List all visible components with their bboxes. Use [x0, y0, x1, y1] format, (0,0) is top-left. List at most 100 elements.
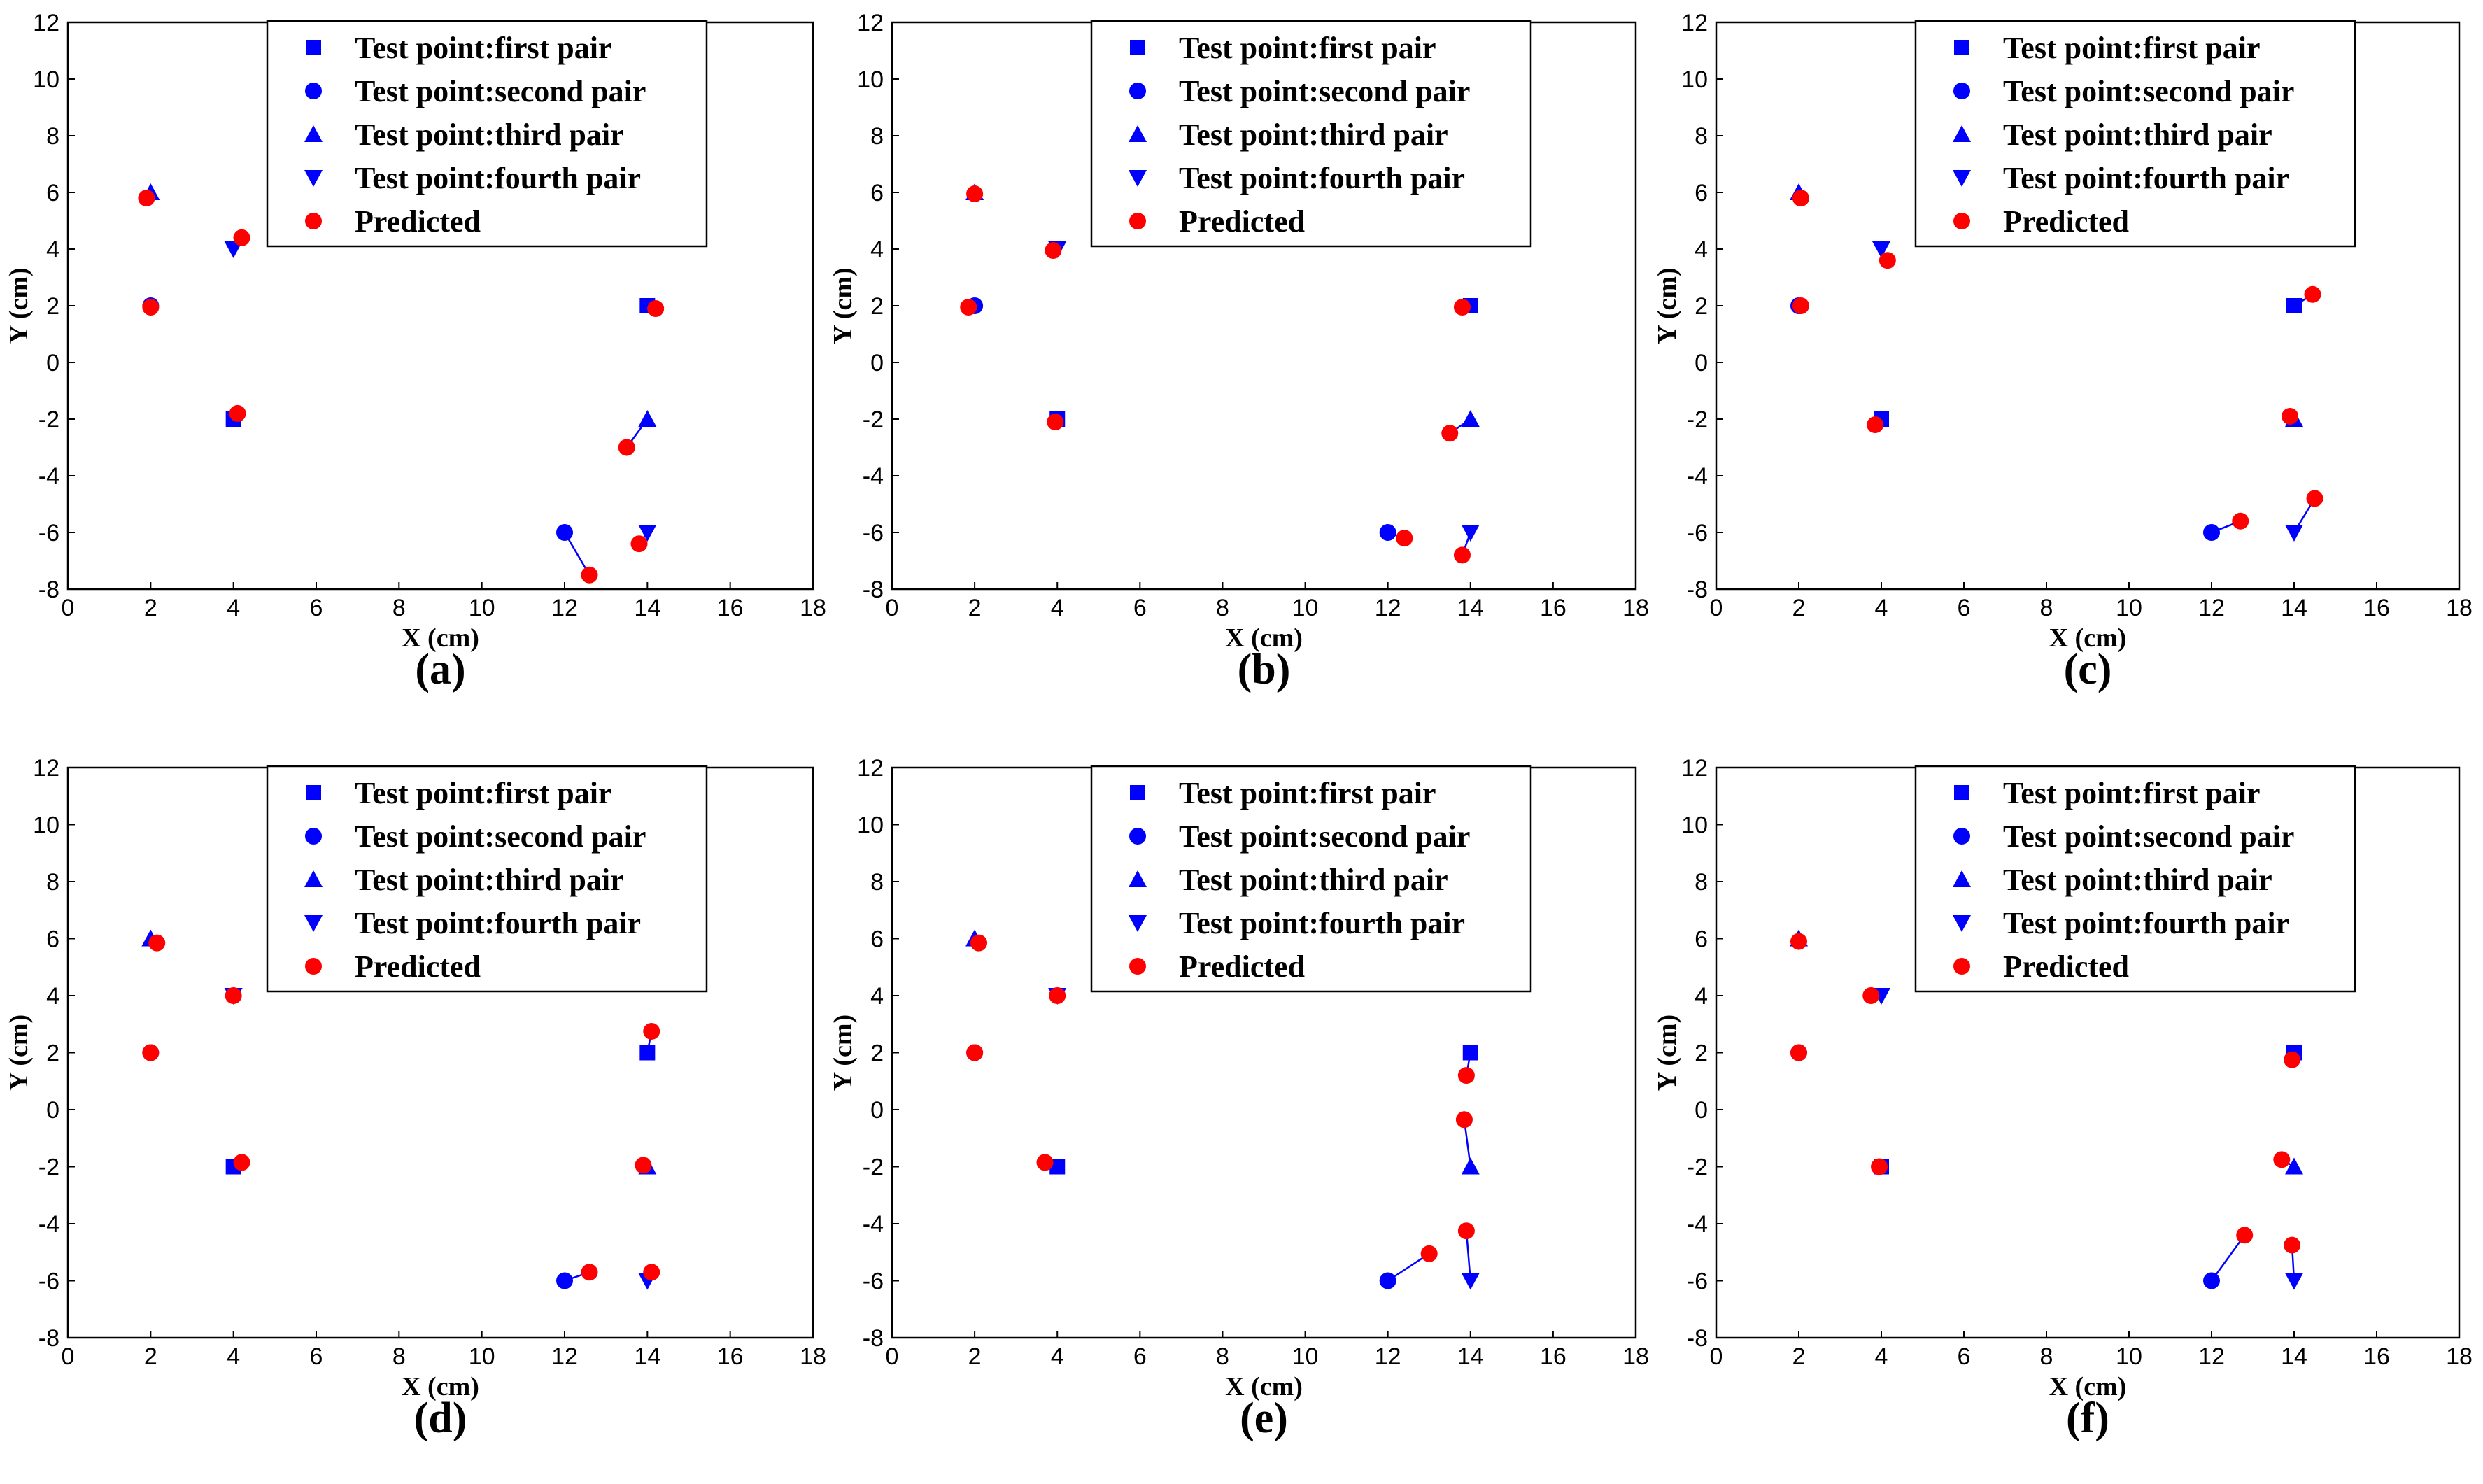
x-tick-label: 16 — [717, 595, 744, 621]
y-tick-label: -4 — [863, 463, 884, 490]
legend-box — [1090, 20, 1532, 248]
x-tick-label: 4 — [1875, 1343, 1888, 1370]
legend-marker — [304, 870, 323, 888]
test-point-marker — [556, 524, 573, 541]
y-tick-label: -8 — [1687, 1325, 1708, 1352]
legend-marker — [1954, 40, 1969, 55]
legend-label: Test point:second pair — [2003, 74, 2294, 108]
x-tick-label: 0 — [886, 595, 899, 621]
legend-label: Test point:third pair — [2003, 118, 2272, 152]
y-tick-label: 12 — [857, 755, 884, 782]
y-tick-label: 4 — [1695, 983, 1708, 1010]
panel-label: (f) — [2066, 1394, 2109, 1442]
y-tick-label: -6 — [863, 520, 884, 546]
x-tick-label: 6 — [310, 1343, 323, 1370]
y-tick-label: 8 — [870, 123, 884, 150]
y-tick-label: 12 — [857, 10, 884, 36]
legend-marker — [1129, 83, 1146, 99]
predicted-point — [233, 1154, 250, 1171]
legend-label: Test point:third pair — [1179, 863, 1448, 897]
chart-panel-c: 0 2 4 6 8 10 12 14 16 18 -8 -6 -4 -2 0 2 4 6 8 10 12 X (cm) Y … — [1653, 10, 2473, 693]
predicted-point — [1396, 530, 1413, 547]
x-tick-label: 2 — [968, 595, 982, 621]
y-tick-label: -4 — [1687, 463, 1708, 490]
test-point-marker — [1461, 1157, 1480, 1175]
predicted-point — [1441, 425, 1459, 442]
legend-label: Test point:fourth pair — [2003, 161, 2289, 195]
legend-label: Test point:first pair — [2003, 776, 2261, 810]
x-tick-label: 14 — [1457, 595, 1484, 621]
y-tick-label: 10 — [1681, 812, 1708, 839]
legend-marker — [304, 914, 323, 932]
y-tick-label: -6 — [38, 520, 59, 546]
legend-label: Predicted — [1179, 204, 1305, 239]
legend: Test point:first pair Test point:second p… — [1090, 20, 1532, 248]
legend-marker — [1129, 958, 1146, 975]
panel-label: (e) — [1240, 1394, 1288, 1442]
y-tick-label: -6 — [1687, 1269, 1708, 1295]
predicted-point — [1871, 1158, 1888, 1175]
x-tick-label: 0 — [1710, 1343, 1723, 1370]
x-tick-label: 12 — [551, 595, 578, 621]
y-tick-label: 10 — [1681, 66, 1708, 93]
predicted-point — [1867, 416, 1884, 434]
legend-label: Test point:fourth pair — [2003, 906, 2289, 940]
y-tick-label: 4 — [870, 236, 884, 263]
legend-label: Test point:fourth pair — [355, 161, 641, 195]
test-point-marker — [1461, 1273, 1480, 1290]
y-axis-label: Y (cm) — [1653, 1015, 1682, 1091]
test-point-marker — [1461, 410, 1480, 427]
predicted-point — [1453, 299, 1471, 316]
y-tick-label: -2 — [1687, 1154, 1708, 1181]
y-tick-label: 6 — [46, 926, 59, 953]
predicted-point — [2273, 1151, 2291, 1168]
legend-marker — [1129, 169, 1147, 187]
predicted-point — [229, 404, 246, 422]
predicted-point — [1047, 414, 1064, 431]
y-tick-label: -2 — [38, 407, 59, 433]
y-tick-label: -6 — [1687, 520, 1708, 546]
y-tick-label: 0 — [46, 350, 59, 376]
x-tick-label: 12 — [2198, 595, 2225, 621]
x-axis-label: X (cm) — [2049, 1372, 2127, 1401]
x-axis-label: X (cm) — [402, 1372, 479, 1401]
predicted-point — [142, 299, 160, 316]
legend-label: Test point:fourth pair — [1179, 906, 1465, 940]
x-tick-label: 10 — [469, 1343, 495, 1370]
x-tick-label: 0 — [886, 1343, 899, 1370]
y-tick-label: 12 — [33, 755, 59, 782]
test-point-marker — [2285, 1157, 2303, 1175]
y-tick-label: -8 — [38, 1325, 59, 1352]
chart-panel-a: 0 2 4 6 8 10 12 14 16 18 -8 -6 -4 -2 0 2 4 6 8 10 12 X (cm) Y … — [4, 10, 826, 693]
x-axis-label: X (cm) — [1225, 623, 1303, 653]
test-point-marker — [2203, 524, 2220, 541]
y-tick-label: 6 — [46, 180, 59, 206]
chart-panel-f: 0 2 4 6 8 10 12 14 16 18 -8 -6 -4 -2 0 2 4 6 8 10 12 X (cm) Y … — [1653, 755, 2473, 1442]
y-tick-label: 0 — [1695, 350, 1708, 376]
legend-marker — [1130, 785, 1145, 800]
y-tick-label: -8 — [1687, 577, 1708, 603]
test-point-marker — [1049, 1159, 1066, 1175]
x-tick-label: 16 — [1540, 1343, 1566, 1370]
y-tick-label: -4 — [38, 463, 59, 490]
y-tick-label: -2 — [38, 1154, 59, 1181]
x-tick-label: 14 — [634, 595, 660, 621]
x-tick-label: 8 — [1216, 1343, 1229, 1370]
x-tick-label: 2 — [144, 1343, 157, 1370]
predicted-point — [233, 229, 250, 246]
chart-panel-e: 0 2 4 6 8 10 12 14 16 18 -8 -6 -4 -2 0 2 4 6 8 10 12 X (cm) Y … — [828, 755, 1649, 1442]
x-tick-label: 10 — [469, 595, 495, 621]
y-tick-label: 4 — [1695, 236, 1708, 263]
legend-label: Test point:fourth pair — [1179, 161, 1465, 195]
x-tick-label: 18 — [800, 1343, 826, 1370]
x-tick-label: 12 — [551, 1343, 578, 1370]
predicted-point — [1792, 190, 1809, 207]
legend-box — [266, 20, 708, 248]
legend-marker — [1953, 213, 1970, 229]
legend-marker — [1954, 785, 1969, 800]
legend-label: Test point:second pair — [355, 74, 646, 108]
predicted-point — [1045, 242, 1062, 260]
y-tick-label: -8 — [38, 577, 59, 603]
x-tick-label: 4 — [1875, 595, 1888, 621]
predicted-point — [1457, 1222, 1475, 1240]
